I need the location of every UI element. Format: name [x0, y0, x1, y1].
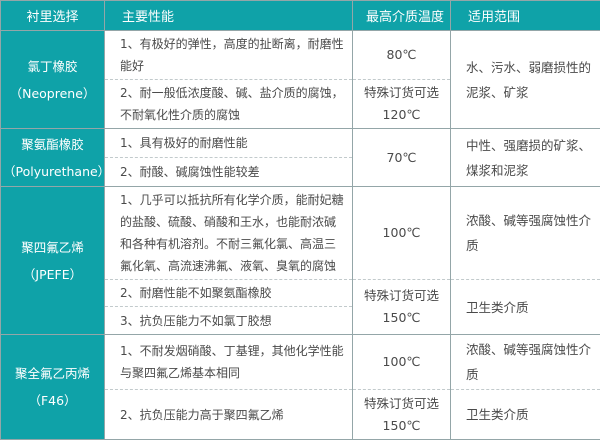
lining-name-cn: 聚四氟乙烯 — [3, 234, 102, 261]
table-row: 聚氨酯橡胶 （Polyurethane） 1、具有极好的耐磨性能 70℃ 中性、… — [1, 129, 600, 158]
col-header-performance: 主要性能 — [105, 1, 353, 31]
col-header-max-temp: 最高介质温度 — [353, 1, 451, 31]
table-row: 聚全氟乙丙烯 （F46） 1、不耐发烟硝酸、丁基锂，其他化学性能与聚四氟乙烯基本… — [1, 335, 600, 390]
temperature-cell: 特殊订货可选 150℃ — [353, 390, 451, 440]
range-cell: 浓酸、碱等强腐蚀性介质 — [451, 187, 600, 280]
lining-selection-table-page: 衬里选择 主要性能 最高介质温度 适用范围 氯丁橡胶 （Neoprene） 1、… — [0, 0, 600, 427]
lining-name-en: （Neoprene） — [3, 80, 102, 107]
performance-cell: 1、几乎可以抵抗所有化学介质，能耐妃糖的盐酸、硫酸、硝酸和王水，也能耐浓碱和各种… — [105, 187, 353, 280]
lining-cell-f46: 聚全氟乙丙烯 （F46） — [1, 335, 105, 440]
temperature-cell: 100℃ — [353, 187, 451, 280]
temp-value: 120℃ — [355, 104, 448, 126]
temperature-cell: 70℃ — [353, 129, 451, 187]
lining-name-en: （JPEFE） — [3, 261, 102, 288]
temp-value: 150℃ — [355, 307, 448, 329]
temperature-cell: 特殊订货可选 120℃ — [353, 80, 451, 129]
performance-cell: 2、抗负压能力高于聚四氟乙烯 — [105, 390, 353, 440]
performance-cell: 2、耐磨性能不如聚氨酯橡胶 — [105, 280, 353, 307]
temp-note: 特殊订货可选 — [355, 285, 448, 307]
performance-cell: 2、耐一般低浓度酸、碱、盐介质的腐蚀，不耐氧化性介质的腐蚀 — [105, 80, 353, 129]
range-cell: 浓酸、碱等强腐蚀性介质 — [451, 335, 600, 390]
temp-note: 特殊订货可选 — [355, 393, 448, 415]
lining-name-cn: 氯丁橡胶 — [3, 53, 102, 80]
temperature-cell: 100℃ — [353, 335, 451, 390]
range-cell: 卫生类介质 — [451, 390, 600, 440]
performance-cell: 1、有极好的弹性，高度的扯断离，耐磨性能好 — [105, 31, 353, 80]
col-header-range: 适用范围 — [451, 1, 600, 31]
lining-cell-ptfe: 聚四氟乙烯 （JPEFE） — [1, 187, 105, 335]
temp-value: 150℃ — [355, 415, 448, 437]
table-row: 聚四氟乙烯 （JPEFE） 1、几乎可以抵抗所有化学介质，能耐妃糖的盐酸、硫酸、… — [1, 187, 600, 280]
range-cell: 卫生类介质 — [451, 280, 600, 335]
lining-name-en: （Polyurethane） — [3, 158, 102, 185]
lining-cell-neoprene: 氯丁橡胶 （Neoprene） — [1, 31, 105, 129]
performance-cell: 3、抗负压能力不如氯丁胶想 — [105, 307, 353, 335]
temp-note: 特殊订货可选 — [355, 82, 448, 104]
temperature-cell: 80℃ — [353, 31, 451, 80]
performance-cell: 2、耐酸、碱腐蚀性能较差 — [105, 158, 353, 187]
range-cell: 水、污水、弱磨损性的泥浆、矿浆 — [451, 31, 600, 129]
col-header-lining: 衬里选择 — [1, 1, 105, 31]
lining-name-en: （F46） — [3, 387, 102, 414]
table-header-row: 衬里选择 主要性能 最高介质温度 适用范围 — [1, 1, 600, 31]
lining-name-cn: 聚氨酯橡胶 — [3, 131, 102, 158]
lining-cell-polyurethane: 聚氨酯橡胶 （Polyurethane） — [1, 129, 105, 187]
performance-cell: 1、不耐发烟硝酸、丁基锂，其他化学性能与聚四氟乙烯基本相同 — [105, 335, 353, 390]
lining-name-cn: 聚全氟乙丙烯 — [3, 360, 102, 387]
performance-cell: 1、具有极好的耐磨性能 — [105, 129, 353, 158]
temperature-cell: 特殊订货可选 150℃ — [353, 280, 451, 335]
table-row: 氯丁橡胶 （Neoprene） 1、有极好的弹性，高度的扯断离，耐磨性能好 80… — [1, 31, 600, 80]
range-cell: 中性、强磨损的矿浆、煤浆和泥浆 — [451, 129, 600, 187]
